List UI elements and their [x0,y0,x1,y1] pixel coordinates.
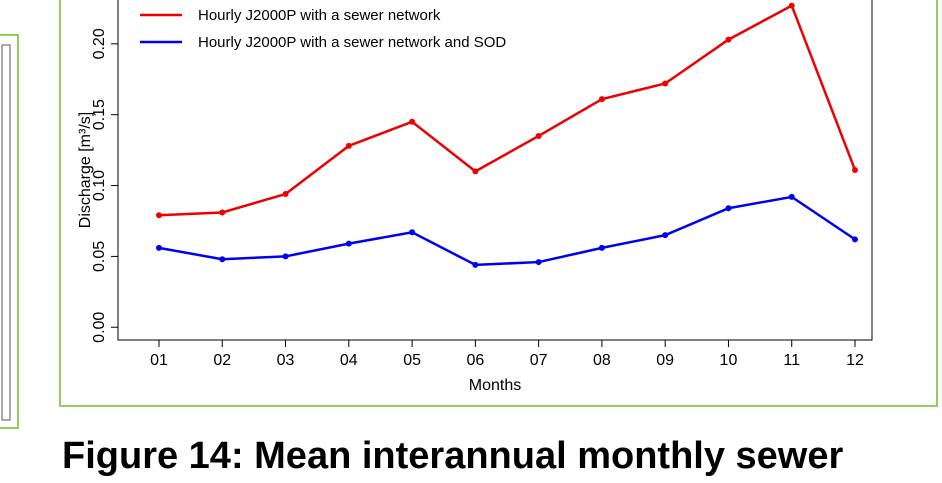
y-tick-label: 0.05 [91,241,108,272]
data-point [852,166,858,173]
x-tick-label: 03 [277,352,295,369]
x-tick-label: 01 [150,352,168,369]
y-tick-label: 0.00 [91,312,108,343]
y-tick-label: 0.15 [91,99,108,130]
x-axis-label: Months [469,377,521,394]
data-point [219,256,226,263]
y-axis-label: Discharge [m³/s] [77,112,94,228]
data-point [345,240,352,247]
data-point [472,168,479,175]
data-point [662,232,669,239]
y-tick-label: 0.20 [91,28,108,59]
series-line [158,3,857,217]
x-tick-label: 12 [846,352,864,369]
data-point [598,244,605,251]
data-point [535,132,542,139]
data-point [725,205,732,212]
data-point [662,80,669,87]
data-point [409,229,416,236]
y-tick-label: 0.10 [91,170,108,201]
data-point [725,36,732,43]
plot-frame [117,0,873,341]
legend-label: Hourly J2000P with a sewer network [198,7,441,24]
data-point [219,209,226,216]
x-tick-label: 08 [593,352,611,369]
data-point [598,96,605,103]
x-tick-label: 02 [213,352,231,369]
figure-caption: Figure 14: Mean interannual monthly sewe… [62,435,843,477]
data-point [788,193,795,200]
x-tick-label: 06 [466,352,484,369]
data-point [852,236,858,243]
data-point [282,253,289,260]
side-panel-inner [1,44,11,421]
data-point [472,261,479,268]
series-line [158,195,856,267]
data-point [788,2,795,9]
side-panel [0,34,19,429]
x-tick-label: 09 [656,352,674,369]
chart-frame [59,0,938,407]
data-point [409,118,416,125]
x-tick-label: 04 [340,352,358,369]
data-point [156,244,162,251]
data-point [345,142,352,149]
x-tick-label: 10 [720,352,738,369]
data-point [282,191,289,198]
data-point [535,259,542,266]
legend-label: Hourly J2000P with a sewer network and S… [198,34,506,51]
x-tick-label: 11 [783,352,800,369]
x-tick-label: 07 [530,352,548,369]
data-point [156,212,162,219]
x-tick-label: 05 [403,352,421,369]
